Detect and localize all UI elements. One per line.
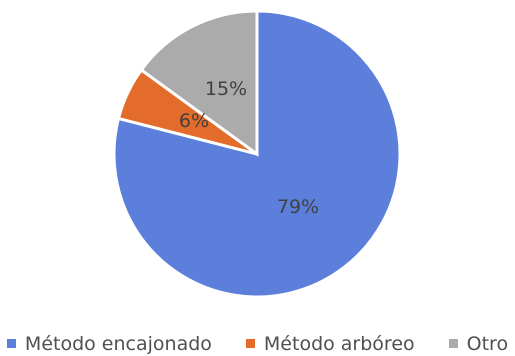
data-label-metodo-arboreo: 6% — [179, 110, 209, 132]
legend: Método encajonado Método arbóreo Otro — [0, 331, 515, 356]
legend-swatch-metodo-arboreo — [245, 339, 255, 348]
legend-swatch-metodo-encajonado — [6, 339, 16, 348]
legend-label-metodo-arboreo: Método arbóreo — [263, 332, 415, 355]
legend-item-otro: Otro — [448, 332, 509, 355]
legend-label-metodo-encajonado: Método encajonado — [24, 332, 212, 355]
pie-slices — [112, 9, 402, 299]
legend-swatch-otro — [448, 339, 458, 348]
pie-slice-otro — [139, 9, 259, 157]
legend-item-metodo-encajonado: Método encajonado — [6, 332, 212, 355]
legend-item-metodo-arboreo: Método arbóreo — [245, 332, 415, 355]
legend-label-otro: Otro — [466, 332, 509, 355]
data-label-metodo-encajonado: 79% — [277, 196, 319, 218]
data-label-otro: 15% — [205, 78, 247, 100]
pie-chart: 79% 6% 15% — [112, 9, 402, 299]
pie-labels: 79% 6% 15% — [179, 78, 319, 218]
